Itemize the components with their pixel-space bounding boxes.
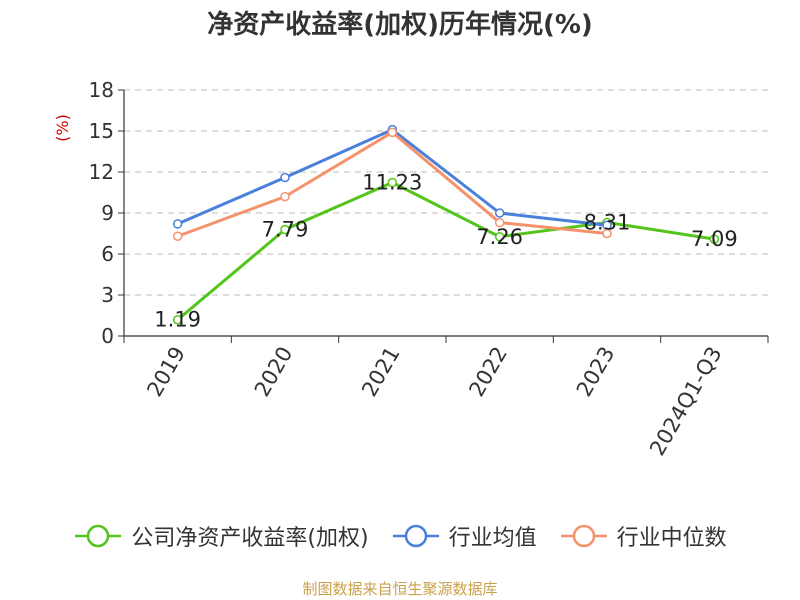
- y-tick-label: 12: [89, 160, 114, 184]
- legend-swatch: [392, 524, 439, 548]
- legend-swatch: [75, 524, 122, 548]
- legend-marker: [87, 524, 110, 548]
- legend-marker: [404, 524, 427, 548]
- legend-swatch: [560, 524, 607, 548]
- x-tick-label: 2021: [357, 343, 405, 401]
- legend-marker: [572, 524, 595, 548]
- data-point: [172, 231, 183, 241]
- data-label: 11.23: [362, 171, 422, 195]
- data-label: 7.26: [476, 225, 523, 249]
- source-note: 制图数据来自恒生聚源数据库: [302, 580, 498, 598]
- data-point: [494, 217, 505, 228]
- legend-label: 行业中位数: [616, 526, 727, 551]
- data-point: [602, 228, 612, 239]
- data-label: 7.79: [262, 218, 309, 242]
- data-point: [280, 224, 290, 235]
- y-tick-label: 18: [89, 78, 114, 102]
- x-tick-label: 2019: [142, 343, 190, 401]
- y-tick-label: 15: [89, 119, 114, 143]
- legend-item[interactable]: 公司净资产收益率(加权): [73, 520, 369, 552]
- data-label: 8.31: [584, 210, 631, 234]
- y-tick-label: 6: [101, 242, 114, 266]
- data-label: 7.09: [691, 227, 738, 251]
- chart-title: 净资产收益率(加权)历年情况(%): [207, 10, 593, 40]
- x-tick-label: 2022: [464, 342, 512, 400]
- y-axis-label: (%): [53, 114, 72, 142]
- y-tick-label: 0: [101, 324, 114, 348]
- data-point: [387, 127, 398, 138]
- data-point: [709, 234, 720, 244]
- data-point: [172, 314, 183, 325]
- data-point: [280, 191, 290, 202]
- y-tick-label: 9: [101, 201, 114, 225]
- data-point: [494, 208, 505, 218]
- x-tick-label: 2024Q1-Q3: [645, 343, 727, 460]
- data-point: [280, 172, 290, 183]
- legend-item[interactable]: 行业中位数: [559, 520, 727, 552]
- data-point: [172, 219, 183, 229]
- data-label: 1.19: [154, 308, 201, 332]
- legend-item[interactable]: 行业均值: [391, 520, 537, 552]
- legend-label: 公司净资产收益率(加权): [131, 526, 369, 551]
- legend: 公司净资产收益率(加权) 行业均值 行业中位数: [0, 520, 800, 552]
- data-point: [494, 232, 505, 242]
- data-point: [387, 177, 398, 188]
- y-tick-label: 3: [101, 283, 114, 307]
- x-tick-label: 2023: [572, 343, 620, 401]
- x-tick-label: 2020: [250, 343, 298, 401]
- series-line-0: [176, 181, 715, 321]
- legend-label: 行业均值: [448, 526, 537, 551]
